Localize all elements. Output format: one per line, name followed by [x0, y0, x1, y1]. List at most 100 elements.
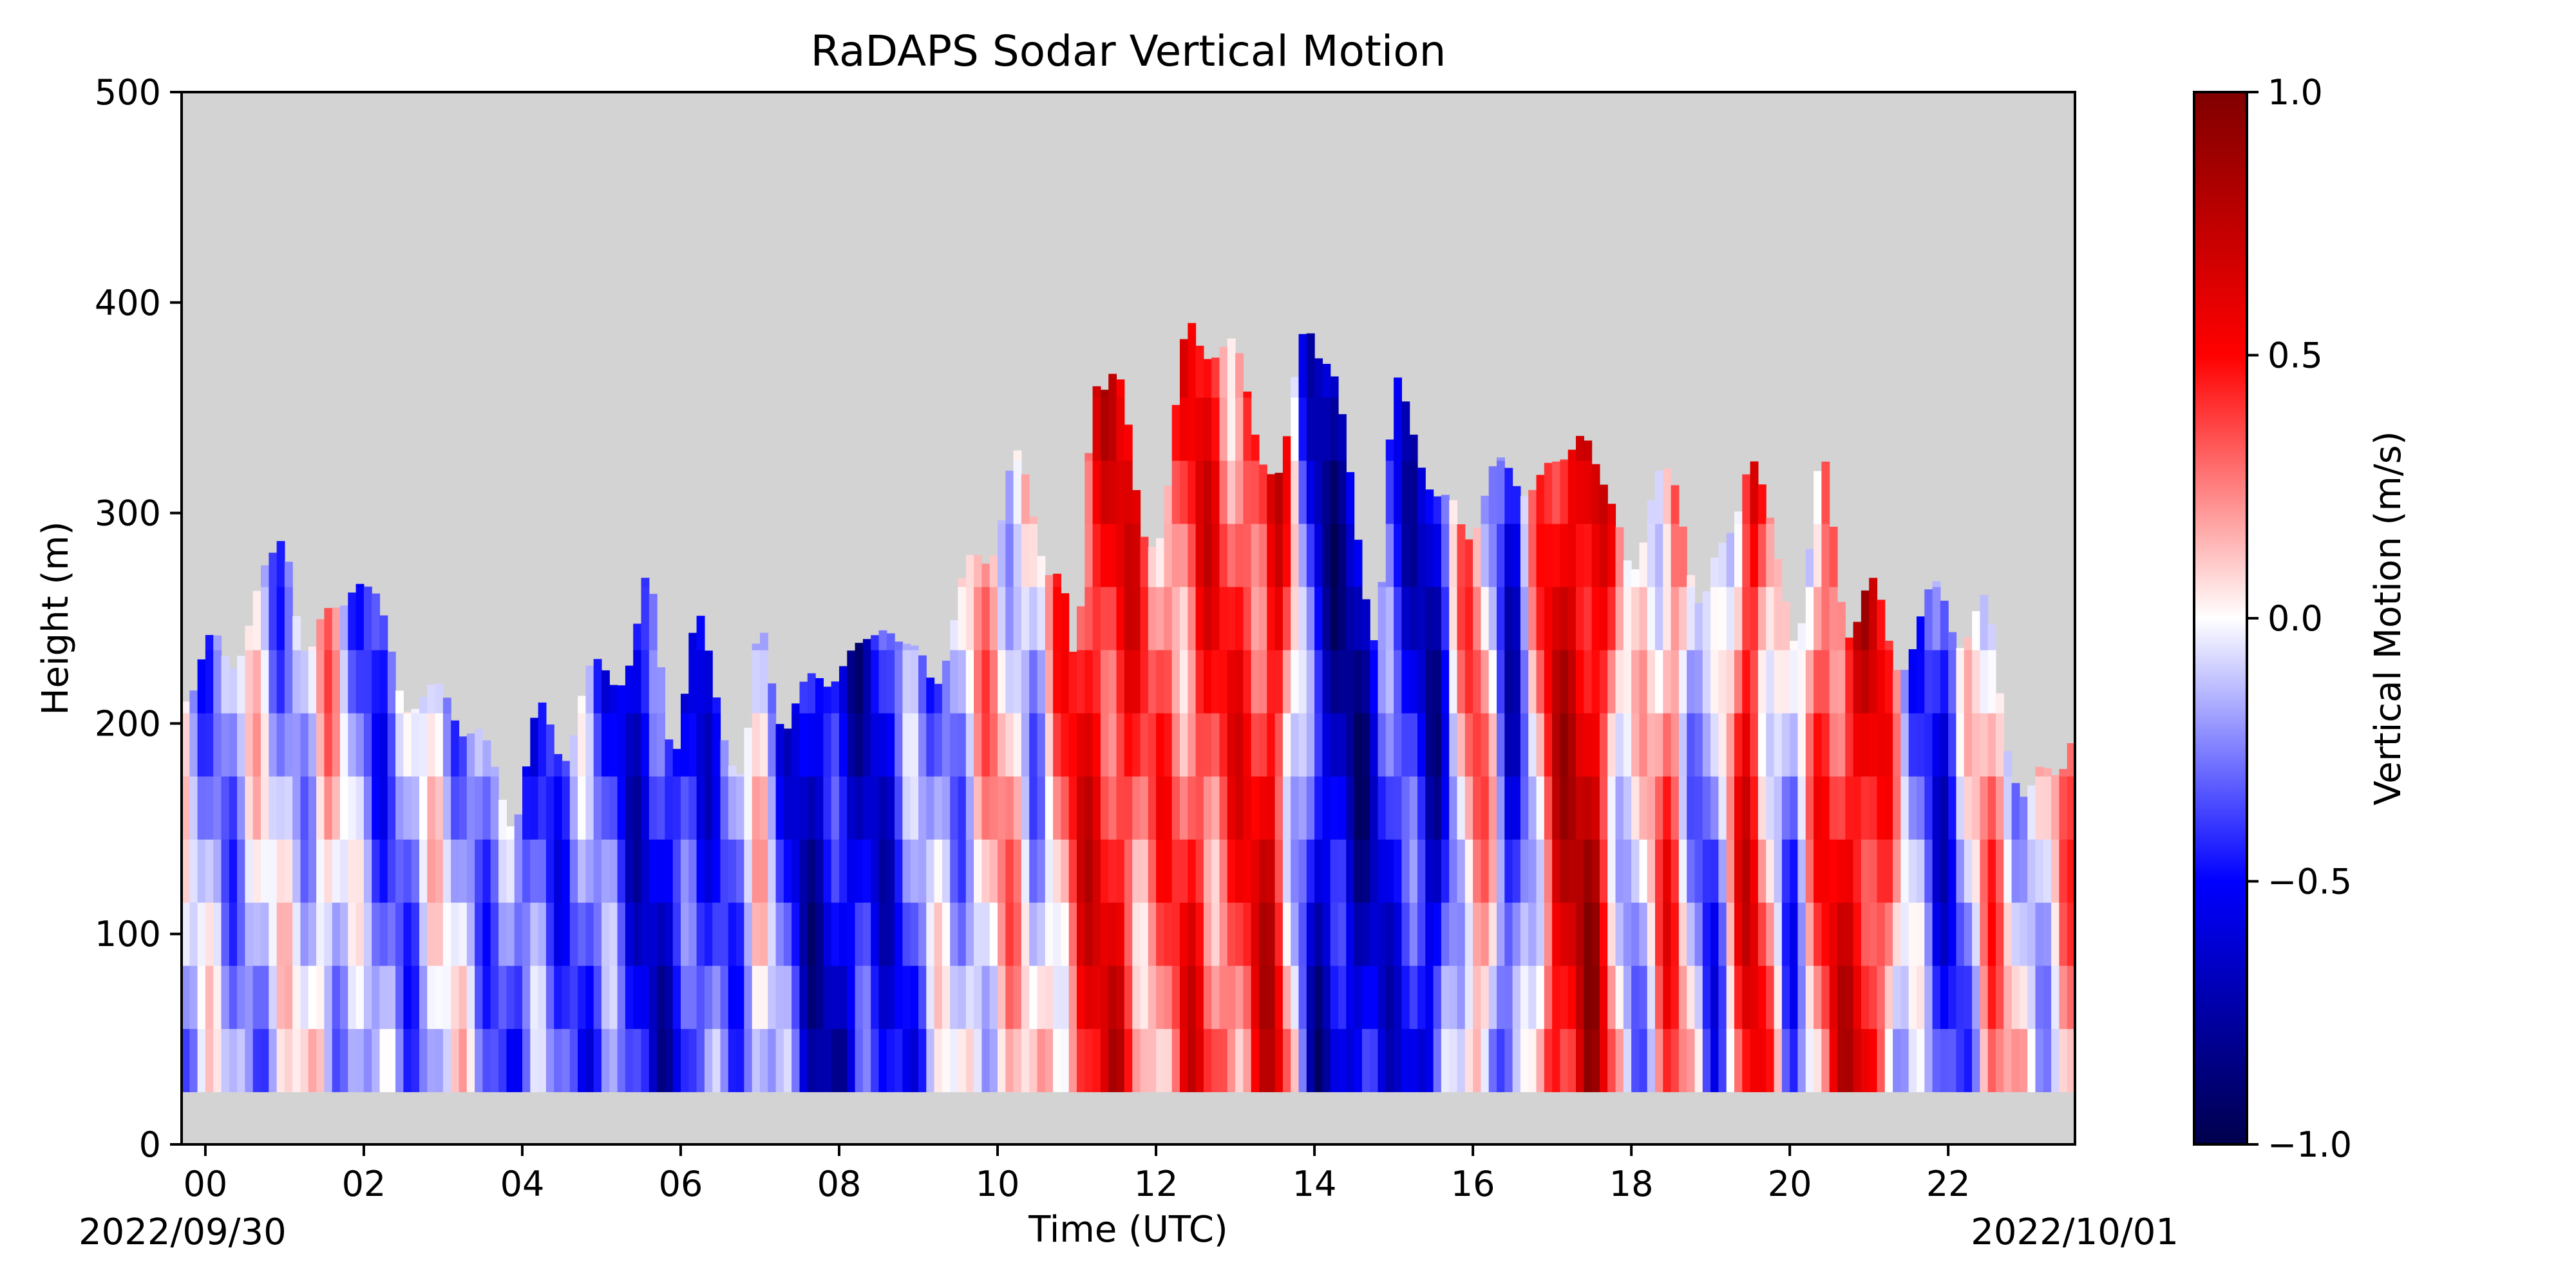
- heatmap-cell: [1877, 965, 1886, 1029]
- heatmap-cell: [1449, 523, 1458, 587]
- heatmap-cell: [332, 839, 341, 903]
- heatmap-cell: [1861, 902, 1870, 966]
- heatmap-cell: [1092, 523, 1101, 587]
- heatmap-cell: [942, 839, 951, 903]
- heatmap-cell: [269, 776, 278, 840]
- heatmap-cell: [475, 728, 483, 777]
- heatmap-cell: [878, 713, 887, 777]
- heatmap-cell: [316, 965, 325, 1029]
- heatmap-cell: [981, 965, 990, 1029]
- heatmap-cell: [1853, 965, 1862, 1029]
- heatmap-cell: [1029, 650, 1038, 714]
- heatmap-cell: [1005, 902, 1014, 966]
- heatmap-cell: [2027, 839, 2036, 903]
- heatmap-cell: [768, 683, 777, 714]
- heatmap-cell: [1385, 1028, 1394, 1092]
- heatmap-cell: [1544, 839, 1553, 903]
- colorbar-tick-label: −1.0: [2268, 1124, 2352, 1165]
- heatmap-cell: [1251, 650, 1260, 714]
- heatmap-cell: [1742, 965, 1751, 1029]
- heatmap-cell: [578, 965, 586, 1029]
- heatmap-cell: [1132, 965, 1141, 1029]
- heatmap-cell: [1021, 839, 1030, 903]
- heatmap-cell: [1750, 902, 1759, 966]
- heatmap-cell: [1116, 776, 1125, 840]
- heatmap-cell: [2059, 839, 2068, 903]
- heatmap-cell: [182, 902, 190, 966]
- heatmap-cell: [316, 650, 325, 714]
- heatmap-cell: [1980, 713, 1989, 777]
- heatmap-cell: [617, 839, 626, 903]
- heatmap-cell: [276, 650, 285, 714]
- heatmap-cell: [1774, 713, 1783, 777]
- heatmap-cell: [435, 839, 444, 903]
- heatmap-cell: [2027, 785, 2036, 840]
- heatmap-cell: [522, 902, 531, 966]
- heatmap-cell: [1211, 1028, 1220, 1092]
- heatmap-cell: [1037, 1028, 1046, 1092]
- heatmap-cell: [1584, 650, 1593, 714]
- heatmap-cell: [1631, 839, 1640, 903]
- heatmap-cell: [1211, 839, 1220, 903]
- heatmap-cell: [958, 713, 967, 777]
- heatmap-cell: [1188, 460, 1197, 524]
- heatmap-cell: [427, 685, 436, 714]
- heatmap-cell: [1061, 776, 1070, 840]
- heatmap-cell: [1409, 523, 1418, 587]
- heatmap-cell: [2011, 782, 2020, 840]
- heatmap-cell: [1980, 1028, 1989, 1092]
- heatmap-cell: [1156, 1028, 1164, 1092]
- heatmap-cell: [886, 713, 895, 777]
- heatmap-cell: [1481, 776, 1490, 840]
- heatmap-cell: [1504, 523, 1513, 587]
- heatmap-cell: [1029, 776, 1038, 840]
- heatmap-cell: [569, 839, 578, 903]
- heatmap-cell: [1647, 713, 1656, 777]
- heatmap-cell: [633, 902, 642, 966]
- heatmap-cell: [1148, 1028, 1157, 1092]
- heatmap-cell: [1814, 587, 1822, 650]
- heatmap-cell: [1449, 713, 1458, 777]
- heatmap-cell: [340, 776, 348, 840]
- heatmap-cell: [1853, 621, 1862, 650]
- heatmap-cell: [1464, 776, 1473, 840]
- heatmap-cell: [958, 776, 967, 840]
- heatmap-cell: [292, 1028, 301, 1092]
- heatmap-cell: [878, 630, 887, 650]
- heatmap-cell: [1338, 460, 1347, 524]
- heatmap-cell: [1171, 776, 1180, 840]
- heatmap-cell: [1861, 839, 1870, 903]
- heatmap-cell: [1385, 965, 1394, 1029]
- heatmap-cell: [1615, 965, 1624, 1029]
- heatmap-cell: [641, 1028, 650, 1092]
- heatmap-cell: [871, 839, 880, 903]
- heatmap-cell: [387, 839, 396, 903]
- heatmap-cell: [688, 965, 697, 1029]
- heatmap-cell: [1235, 650, 1244, 714]
- heatmap-cell: [1964, 965, 1973, 1029]
- heatmap-cell: [1671, 587, 1680, 650]
- heatmap-cell: [419, 839, 428, 903]
- heatmap-cell: [1591, 464, 1600, 524]
- heatmap-cell: [1837, 965, 1846, 1029]
- heatmap-cell: [981, 713, 990, 777]
- heatmap-cell: [1338, 965, 1347, 1029]
- heatmap-cell: [1457, 965, 1466, 1029]
- heatmap-cell: [1473, 776, 1481, 840]
- heatmap-cell: [1845, 650, 1854, 714]
- heatmap-cell: [1687, 587, 1696, 650]
- heatmap-cell: [1203, 587, 1212, 650]
- heatmap-cell: [633, 713, 642, 777]
- heatmap-cell: [910, 965, 919, 1029]
- heatmap-cell: [1092, 776, 1101, 840]
- heatmap-cell: [1282, 436, 1291, 461]
- heatmap-cell: [1409, 1028, 1418, 1092]
- heatmap-cell: [1195, 345, 1204, 398]
- heatmap-cell: [1639, 1028, 1648, 1092]
- heatmap-cell: [1694, 1028, 1703, 1092]
- heatmap-cell: [466, 734, 475, 777]
- heatmap-cell: [1282, 1028, 1291, 1092]
- heatmap-cell: [1180, 339, 1188, 398]
- heatmap-cell: [1560, 587, 1569, 650]
- heatmap-cell: [1956, 650, 1965, 714]
